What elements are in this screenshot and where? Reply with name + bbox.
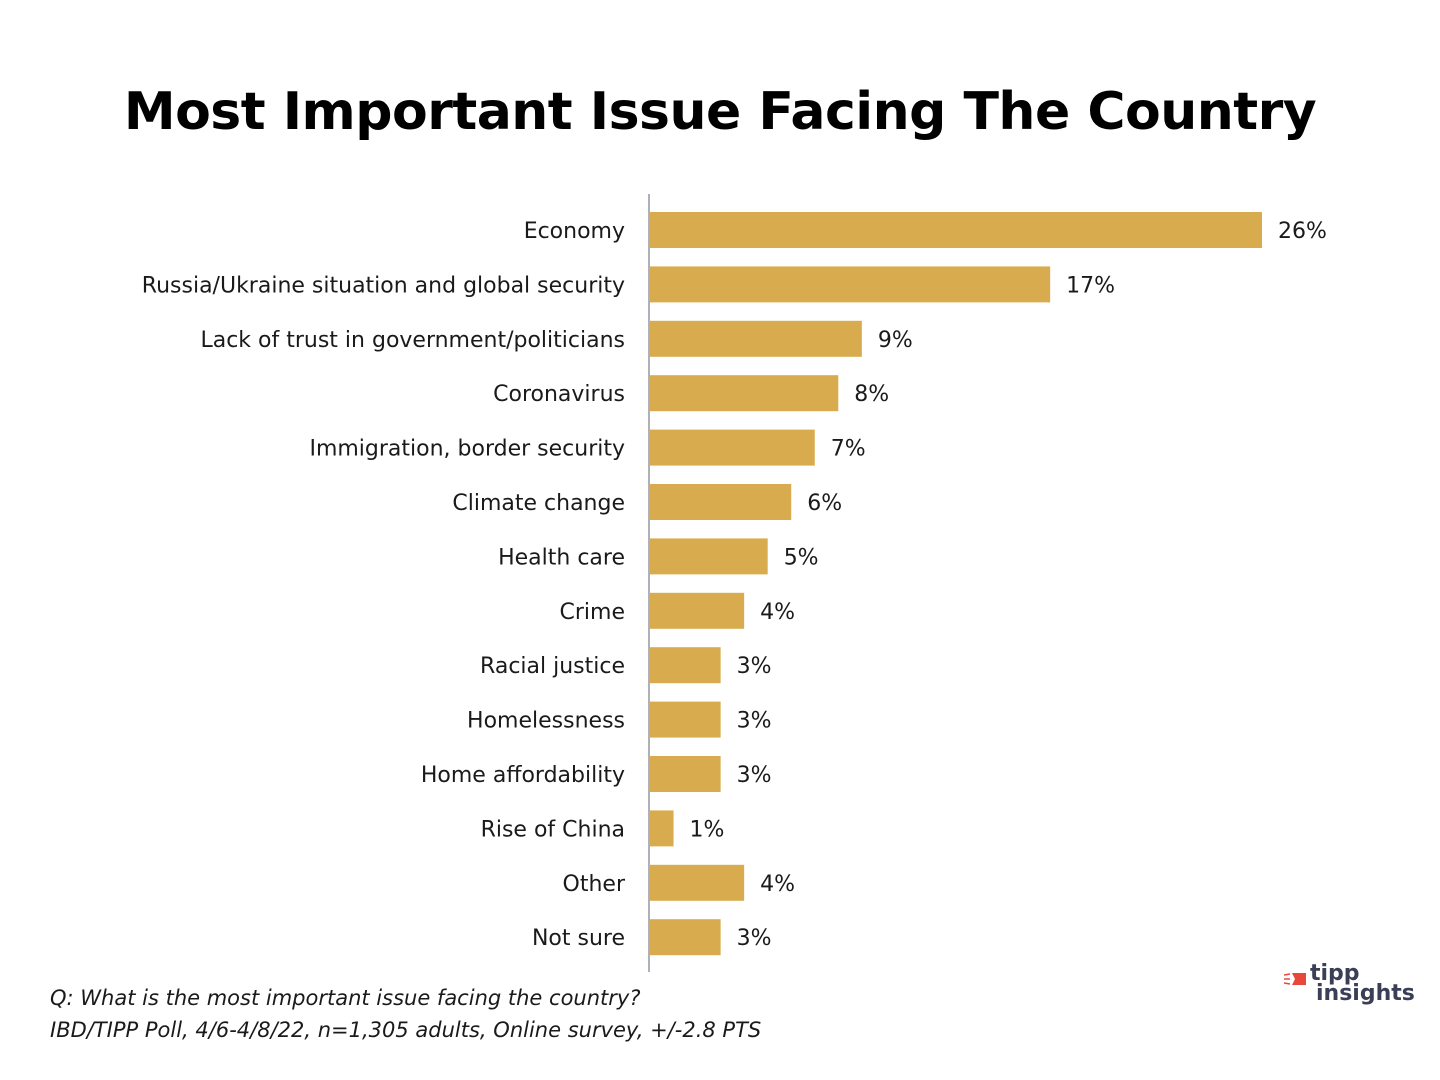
category-label: Climate change xyxy=(452,491,625,516)
value-label: 4% xyxy=(760,600,795,625)
value-label: 3% xyxy=(737,763,772,788)
category-label: Crime xyxy=(560,600,625,625)
category-label: Rise of China xyxy=(481,817,625,842)
footnote-source: IBD/TIPP Poll, 4/6-4/8/22, n=1,305 adult… xyxy=(50,1018,762,1042)
bar-7 xyxy=(650,592,745,629)
tipp-insights-logo: tipp insights xyxy=(1280,962,1420,1016)
value-label: 3% xyxy=(737,926,772,951)
footnote-question: Q: What is the most important issue faci… xyxy=(50,986,641,1010)
bar-11 xyxy=(650,810,674,847)
category-label: Racial justice xyxy=(480,654,625,679)
bar-6 xyxy=(650,538,768,575)
bar-10 xyxy=(650,756,721,792)
bar-13 xyxy=(650,919,721,956)
bar-12 xyxy=(650,864,745,901)
value-label: 7% xyxy=(831,437,866,462)
value-label: 3% xyxy=(737,654,772,679)
logo-flag-icon xyxy=(1284,973,1306,985)
value-label: 6% xyxy=(807,491,842,516)
category-label: Lack of trust in government/politicians xyxy=(200,328,625,353)
value-label: 1% xyxy=(690,817,725,842)
bar-4 xyxy=(650,429,815,466)
bar-8 xyxy=(650,647,721,684)
value-label: 26% xyxy=(1278,219,1327,244)
category-label: Homelessness xyxy=(467,709,625,734)
category-label: Economy xyxy=(524,219,625,244)
bar-3 xyxy=(650,375,839,412)
value-label: 9% xyxy=(878,328,913,353)
logo-text-insights: insights xyxy=(1316,981,1415,1006)
category-label: Immigration, border security xyxy=(309,437,625,462)
bar-5 xyxy=(650,484,792,520)
value-label: 5% xyxy=(784,545,819,570)
bar-1 xyxy=(650,266,1051,303)
category-label: Not sure xyxy=(532,926,625,951)
value-label: 8% xyxy=(854,382,889,407)
value-label: 3% xyxy=(737,709,772,734)
value-label: 4% xyxy=(760,872,795,897)
bar-0 xyxy=(650,212,1262,248)
bar-2 xyxy=(650,320,862,357)
category-label: Other xyxy=(563,872,626,897)
chart-title: Most Important Issue Facing The Country xyxy=(123,82,1317,142)
category-label: Russia/Ukraine situation and global secu… xyxy=(142,273,625,298)
category-label: Coronavirus xyxy=(493,382,625,407)
category-label: Home affordability xyxy=(421,763,625,788)
footnote: Q: What is the most important issue faci… xyxy=(50,982,761,1046)
bar-9 xyxy=(650,701,721,738)
logo-text-tipp: tipp xyxy=(1310,961,1360,986)
category-label: Health care xyxy=(498,545,625,570)
value-label: 17% xyxy=(1066,273,1115,298)
